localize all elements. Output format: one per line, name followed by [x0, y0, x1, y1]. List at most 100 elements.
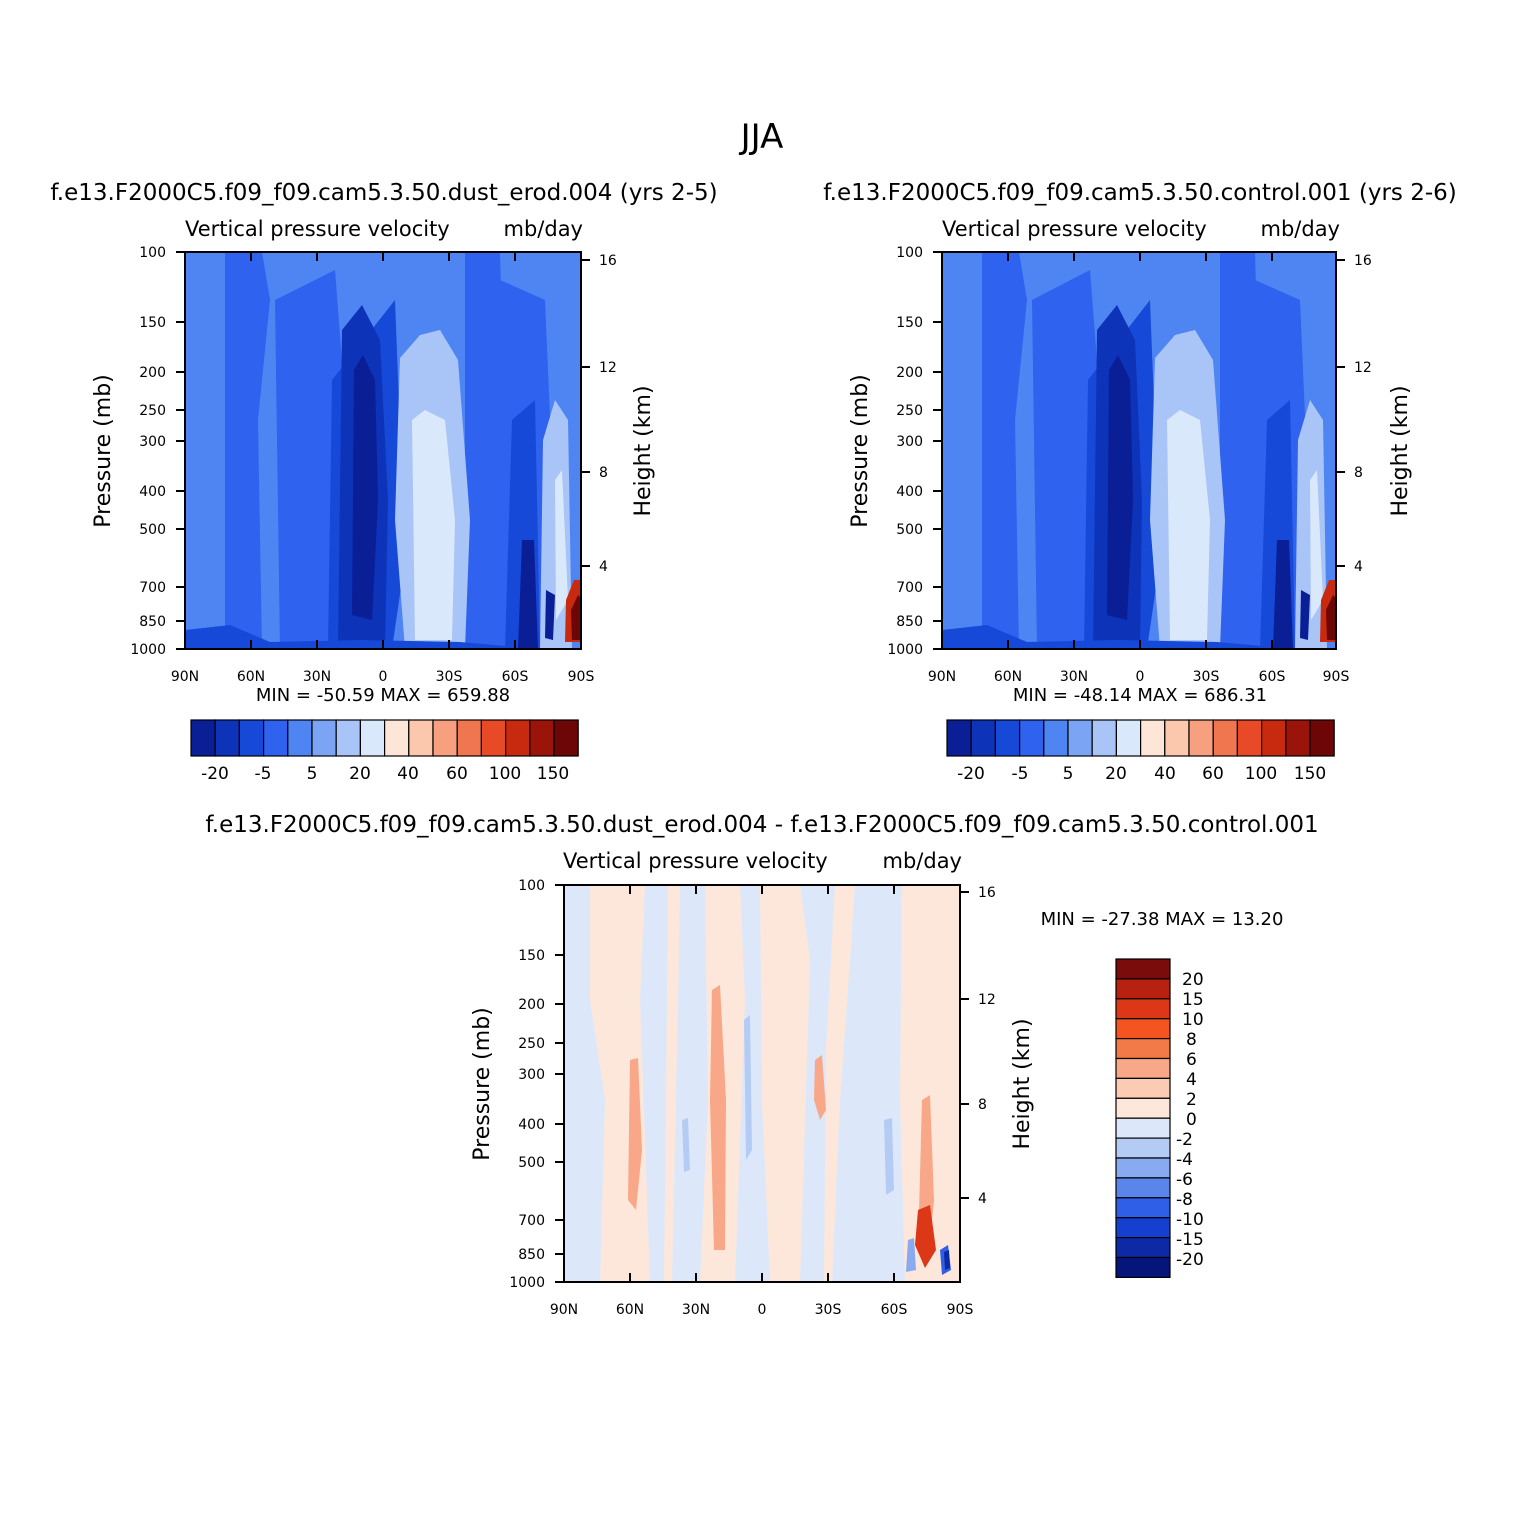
y-tick-label: 250	[896, 403, 923, 419]
colorbar-swatch	[1285, 719, 1311, 757]
colorbar-label: 0	[1186, 1110, 1197, 1130]
colorbar-swatch	[1067, 719, 1093, 757]
colorbar-label: 40	[1154, 764, 1176, 784]
colorbar-swatch	[1115, 1077, 1171, 1099]
x-tick-label: 60N	[237, 669, 265, 685]
y-ticks	[933, 251, 1345, 650]
colorbar: -20 -5 5 20 40 60 100 150	[190, 719, 579, 784]
contour-field	[185, 252, 581, 649]
level-band-strip	[982, 252, 1027, 649]
colorbar-swatch	[1115, 1256, 1171, 1278]
y-tick-label: 500	[518, 1155, 545, 1171]
colorbar-label: 100	[1245, 764, 1277, 784]
colorbar-swatch	[1115, 1117, 1171, 1139]
colorbar-swatch	[384, 719, 410, 757]
panel-title: f.e13.F2000C5.f09_f09.cam5.3.50.dust_ero…	[205, 812, 1318, 838]
level-band-strip	[1326, 595, 1336, 640]
plot-frame	[555, 884, 969, 1283]
panel-difference: f.e13.F2000C5.f09_f09.cam5.3.50.dust_ero…	[205, 812, 1318, 1318]
min-max-stats: MIN = -48.14 MAX = 686.31	[1013, 685, 1267, 706]
level-band-strip	[944, 1250, 950, 1270]
y-tick-label: 100	[896, 245, 923, 261]
y2-tick-label: 8	[599, 465, 608, 481]
x-tick-label: 60S	[502, 669, 529, 685]
y-tick-label: 150	[518, 948, 545, 964]
y-tick-label: 200	[896, 365, 923, 381]
y-tick-label: 1000	[130, 642, 166, 658]
level-band-strip	[906, 1238, 916, 1272]
y-tick-label: 700	[518, 1213, 545, 1229]
y-tick-label: 250	[518, 1036, 545, 1052]
y2-axis-title: Height (km)	[1388, 385, 1413, 516]
variable-label: Vertical pressure velocity	[185, 217, 450, 241]
colorbar-label: -5	[255, 764, 272, 784]
colorbar: -20 -5 5 20 40 60 100 150	[946, 719, 1335, 784]
colorbar-label: -10	[1176, 1210, 1204, 1230]
panel-dust-erod: f.e13.F2000C5.f09_f09.cam5.3.50.dust_ero…	[50, 180, 717, 784]
y-tick-label: 1000	[509, 1275, 545, 1291]
level-band-strip	[1310, 470, 1323, 620]
x-ticks	[563, 885, 961, 1282]
colorbar-swatch	[335, 719, 362, 757]
panel-control: f.e13.F2000C5.f09_f09.cam5.3.50.control.…	[823, 180, 1457, 784]
colorbar-swatch	[432, 719, 458, 757]
level-band-strip	[760, 885, 810, 1282]
level-band-strip	[465, 252, 505, 649]
y2-tick-label: 8	[1354, 465, 1363, 481]
colorbar-swatch	[1043, 719, 1069, 757]
colorbar-swatch	[190, 719, 216, 757]
level-band-strip	[664, 885, 680, 1282]
level-band-strip	[545, 590, 555, 640]
colorbar-label: -8	[1176, 1190, 1193, 1210]
x-tick-label: 60N	[616, 1302, 644, 1318]
x-tick-label: 90N	[550, 1302, 578, 1318]
y2-tick-labels: 4 8 12 16	[1354, 253, 1372, 575]
level-band-strip	[352, 355, 378, 620]
level-band-strip	[710, 985, 726, 1250]
x-tick-label: 30N	[303, 669, 331, 685]
colorbar-swatch	[408, 719, 434, 757]
colorbar-label: -5	[1012, 764, 1029, 784]
colorbar-swatch	[553, 719, 579, 757]
colorbar-swatch	[1115, 1137, 1171, 1159]
x-tick-label: 90S	[947, 1302, 974, 1318]
y-axis-title: Pressure (mb)	[848, 374, 873, 528]
panel-title: f.e13.F2000C5.f09_f09.cam5.3.50.control.…	[823, 180, 1457, 206]
y-tick-labels: 100 150 200 250 300 400 500 700 850 1000	[509, 878, 545, 1291]
x-tick-label: 90S	[1323, 669, 1350, 685]
colorbar-label: 15	[1182, 990, 1204, 1010]
colorbar-swatch	[287, 719, 313, 757]
x-tick-label: 30S	[436, 669, 463, 685]
y-axis-title: Pressure (mb)	[470, 1007, 495, 1161]
y-tick-label: 150	[896, 315, 923, 331]
level-band-strip	[744, 1015, 752, 1160]
y2-tick-label: 16	[599, 253, 617, 269]
colorbar-swatch	[456, 719, 483, 757]
min-max-stats: MIN = -27.38 MAX = 13.20	[1041, 909, 1284, 930]
y-tick-label: 850	[896, 614, 923, 630]
variable-label: Vertical pressure velocity	[942, 217, 1207, 241]
y-tick-label: 850	[518, 1247, 545, 1263]
x-tick-label: 90N	[928, 669, 956, 685]
plot-frame	[176, 251, 590, 650]
colorbar-swatch	[480, 719, 507, 757]
y-tick-label: 150	[139, 315, 166, 331]
colorbar-label: 6	[1186, 1050, 1197, 1070]
x-tick-label: 90S	[568, 669, 595, 685]
figure-title: JJA	[739, 117, 784, 157]
y-ticks	[555, 884, 969, 1283]
x-tick-label: 0	[1136, 669, 1145, 685]
colorbar-swatch	[311, 719, 337, 757]
colorbar-swatch	[263, 719, 289, 757]
units-label: mb/day	[504, 217, 584, 241]
level-band-strip	[942, 625, 1262, 649]
colorbar-swatch	[1164, 719, 1190, 757]
level-band-strip	[884, 1118, 894, 1195]
level-band-strip	[814, 1055, 826, 1120]
min-max-stats: MIN = -50.59 MAX = 659.88	[256, 685, 510, 706]
units-label: mb/day	[883, 849, 963, 873]
contour-field	[564, 885, 960, 1282]
y2-tick-label: 4	[978, 1191, 987, 1207]
y2-tick-label: 16	[978, 885, 996, 901]
colorbar-label: 40	[397, 764, 419, 784]
